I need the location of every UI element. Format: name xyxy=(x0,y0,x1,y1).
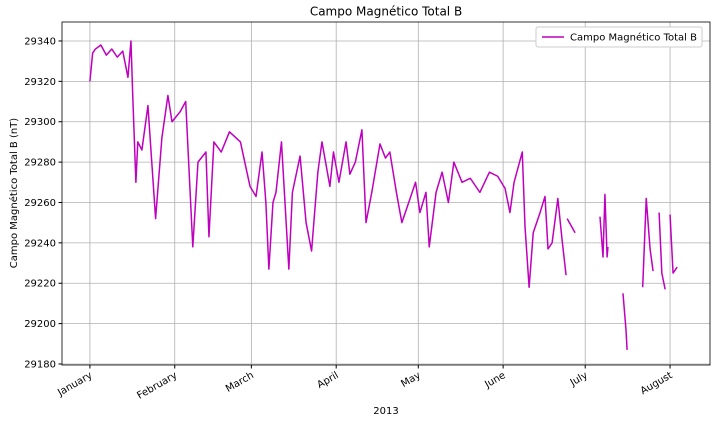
x-tick-label: January xyxy=(55,370,94,399)
data-line xyxy=(89,40,678,350)
x-tick-label: March xyxy=(224,370,256,395)
y-tick-label: 29200 xyxy=(24,319,56,330)
legend-label: Campo Magnético Total B xyxy=(570,32,697,44)
x-tick-label: February xyxy=(135,370,179,402)
x-tick-label: August xyxy=(639,370,675,397)
y-tick-label: 29300 xyxy=(24,117,56,128)
x-tick-label: April xyxy=(315,370,340,391)
legend-box xyxy=(535,26,703,48)
y-tick-label: 29220 xyxy=(24,279,56,290)
x-tick-label: June xyxy=(482,370,507,391)
plot-area xyxy=(62,22,710,365)
x-tick-label: July xyxy=(568,370,590,389)
y-tick-label: 29320 xyxy=(24,77,56,88)
y-tick-label: 29280 xyxy=(24,158,56,169)
y-axis-label: Campo Magnético Total B (nT) xyxy=(8,118,20,269)
x-axis-label: 2013 xyxy=(373,406,398,417)
y-tick-label: 29260 xyxy=(24,198,56,209)
y-tick-label: 29240 xyxy=(24,238,56,249)
chart-title: Campo Magnético Total B xyxy=(310,5,462,19)
y-tick-label: 29340 xyxy=(24,36,56,47)
plot-frame xyxy=(61,21,711,366)
y-tick-label: 29180 xyxy=(24,359,56,370)
x-tick-label: May xyxy=(399,370,422,390)
